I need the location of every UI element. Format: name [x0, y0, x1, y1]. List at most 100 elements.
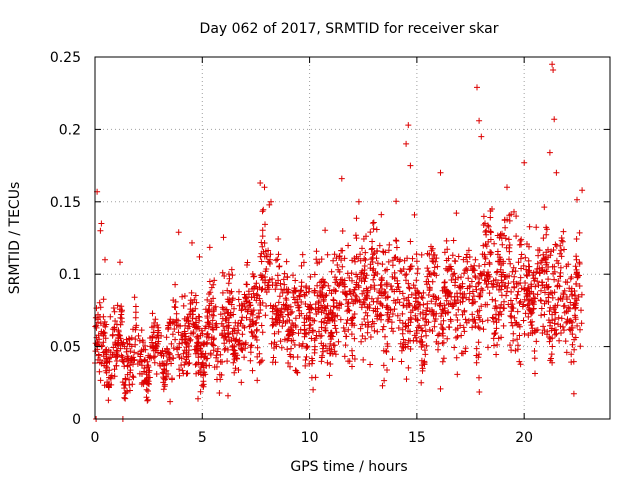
data-point [224, 358, 231, 365]
data-point [469, 324, 476, 331]
data-point [562, 279, 569, 285]
data-point [142, 342, 148, 349]
data-point [402, 272, 409, 279]
data-point [534, 278, 541, 285]
data-point [363, 285, 370, 292]
data-point [213, 363, 220, 370]
data-point [395, 325, 402, 331]
data-point [309, 360, 315, 367]
data-point [559, 296, 566, 302]
data-point [103, 321, 110, 328]
data-point [489, 284, 496, 291]
data-point [528, 322, 535, 329]
data-point [199, 382, 206, 389]
data-point [426, 326, 433, 333]
data-point [254, 353, 261, 360]
data-point [551, 289, 558, 296]
data-point [165, 371, 171, 377]
data-point [224, 323, 230, 330]
data-point [544, 328, 551, 335]
data-point [362, 249, 369, 256]
data-point [413, 338, 420, 345]
data-point [536, 265, 543, 272]
data-point [375, 295, 382, 302]
data-point [403, 376, 410, 383]
data-point [569, 292, 575, 299]
data-point [319, 284, 325, 291]
data-point [466, 282, 473, 289]
data-point [565, 261, 572, 268]
data-point [422, 316, 429, 323]
data-point [378, 211, 385, 218]
data-point [324, 251, 331, 258]
data-point [231, 347, 238, 354]
data-point [515, 280, 522, 287]
data-point [344, 270, 351, 277]
data-point [405, 364, 412, 371]
data-point [277, 280, 284, 287]
data-point [115, 327, 122, 334]
data-point [561, 327, 567, 334]
data-point [96, 368, 103, 375]
data-point [492, 330, 499, 336]
data-point [262, 248, 269, 255]
data-point [391, 254, 398, 261]
data-point [480, 242, 487, 249]
data-point [494, 341, 501, 348]
data-point [105, 383, 112, 390]
data-point [179, 336, 186, 343]
data-point [429, 328, 436, 334]
data-point [256, 350, 263, 357]
data-point [152, 344, 159, 351]
data-point [560, 228, 567, 235]
data-point [93, 305, 100, 312]
data-point [483, 231, 490, 238]
data-point [288, 345, 294, 352]
data-point [352, 258, 358, 265]
data-point [262, 221, 268, 228]
data-point [232, 319, 239, 326]
data-point [169, 355, 176, 362]
data-point [457, 284, 464, 291]
data-point [162, 348, 169, 355]
y-tick-label: 0.15 [50, 195, 81, 211]
data-point [555, 314, 562, 321]
data-point [225, 271, 232, 278]
data-point [97, 357, 103, 363]
data-point [204, 331, 210, 338]
data-point [433, 296, 440, 303]
data-point [182, 359, 189, 366]
data-point [271, 345, 277, 351]
data-point [332, 351, 339, 358]
data-point [214, 348, 221, 355]
plot-frame [94, 56, 611, 420]
data-point [552, 309, 559, 316]
data-point [172, 336, 179, 343]
data-point [100, 296, 107, 303]
data-point [195, 339, 202, 346]
data-point [418, 343, 425, 350]
data-point [413, 258, 420, 265]
data-point [346, 358, 353, 365]
data-point [518, 251, 525, 258]
data-point [578, 320, 585, 327]
data-point [330, 257, 337, 264]
data-point [243, 314, 250, 321]
data-point [461, 270, 468, 277]
data-point [541, 204, 548, 211]
data-point [545, 276, 552, 283]
data-point [541, 300, 548, 307]
data-point [493, 325, 500, 332]
data-point [545, 294, 552, 301]
x-tick-label: 15 [408, 430, 426, 446]
data-point [296, 292, 303, 299]
data-point [476, 117, 483, 124]
data-point [132, 314, 139, 321]
data-point [420, 301, 427, 308]
data-point [192, 292, 199, 299]
data-point [568, 359, 575, 366]
data-point [322, 325, 329, 331]
data-point [208, 284, 215, 291]
data-point [273, 341, 280, 348]
data-point [172, 281, 179, 288]
